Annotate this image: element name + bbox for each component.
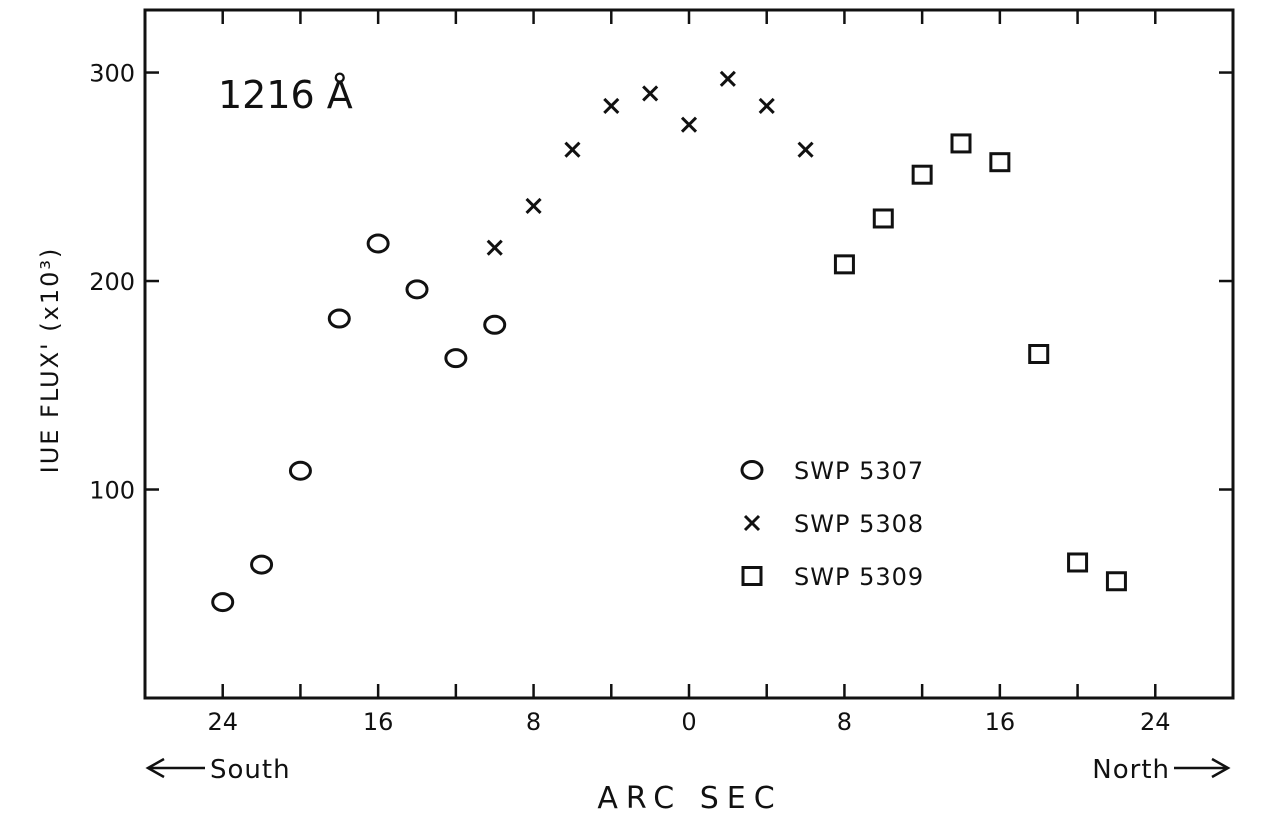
x-axis-label: ARC SEC — [597, 781, 782, 816]
legend-label-0: SWP 5307 — [794, 457, 924, 485]
y-tick-label-1: 200 — [89, 268, 135, 296]
point-square-6 — [1067, 552, 1089, 573]
point-square-0 — [833, 254, 855, 275]
point-cross-2 — [564, 141, 581, 158]
point-circle-0 — [211, 592, 235, 613]
point-cross-1 — [525, 197, 542, 215]
point-circle-1 — [250, 554, 274, 575]
direction-north: North — [1092, 755, 1231, 785]
legend-label-2: SWP 5309 — [794, 563, 924, 591]
point-cross-3 — [603, 97, 620, 114]
x-tick-label-1: 16 — [363, 708, 394, 736]
direction-south: South — [145, 755, 291, 785]
wavelength-annotation: 1216 Å — [218, 73, 353, 117]
point-cross-0 — [486, 239, 503, 256]
x-axis-tick-labels: 24 16 8 0 8 16 24 — [207, 708, 1170, 736]
y-tick-label-0: 100 — [89, 477, 135, 505]
x-tick-label-5: 16 — [985, 708, 1016, 736]
x-tick-label-2: 8 — [526, 708, 541, 736]
point-square-3 — [950, 133, 972, 154]
point-square-1 — [872, 208, 894, 229]
y-axis-tick-labels: 100 200 300 — [89, 60, 135, 505]
x-tick-label-6: 24 — [1140, 708, 1171, 736]
legend: SWP 5307 SWP 5308 SWP 5309 — [740, 457, 924, 591]
point-square-5 — [1028, 344, 1050, 364]
point-circle-4 — [366, 233, 390, 254]
legend-marker-0 — [740, 460, 764, 480]
y-axis-ticks — [145, 71, 1233, 491]
south-label: South — [210, 755, 291, 785]
legend-marker-2 — [741, 566, 763, 586]
point-square-2 — [911, 164, 933, 185]
x-axis-ticks — [221, 10, 1157, 698]
point-cross-7 — [758, 97, 775, 114]
x-tick-label-0: 24 — [207, 708, 238, 736]
point-cross-4 — [642, 85, 659, 102]
legend-marker-1 — [743, 514, 761, 532]
x-tick-label-3: 0 — [681, 708, 696, 736]
point-cross-6 — [719, 70, 736, 87]
point-circle-3 — [327, 308, 351, 329]
point-circle-5 — [405, 279, 429, 300]
x-tick-label-4: 8 — [837, 708, 852, 736]
point-cross-8 — [797, 141, 814, 158]
point-square-7 — [1105, 571, 1127, 592]
legend-label-1: SWP 5308 — [794, 510, 924, 538]
point-circle-2 — [288, 460, 312, 481]
point-cross-5 — [680, 116, 698, 133]
y-tick-label-2: 300 — [89, 60, 135, 88]
point-circle-7 — [483, 314, 507, 335]
north-label: North — [1092, 755, 1170, 785]
data-points — [211, 70, 1127, 613]
point-circle-6 — [444, 348, 468, 369]
y-axis-label: IUE FLUX' (x10³) — [36, 247, 64, 474]
point-square-4 — [989, 152, 1011, 173]
